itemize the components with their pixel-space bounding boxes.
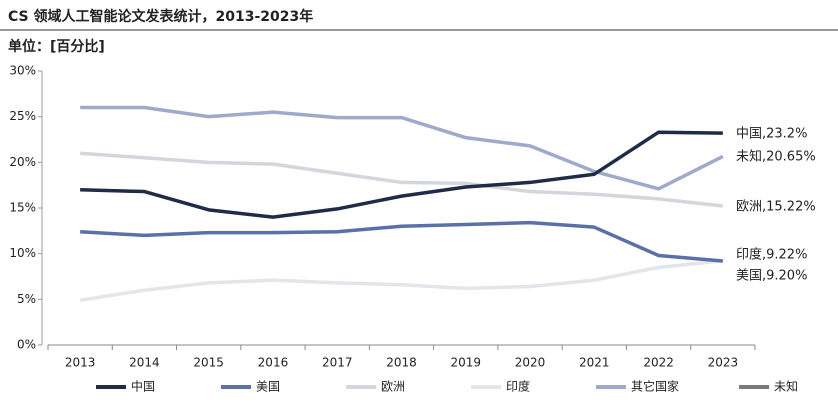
x-tick-label: 2016 <box>258 356 289 370</box>
chart-title: CS 领域人工智能论文发表统计，2013-2023年 <box>8 8 313 25</box>
legend-label: 印度 <box>506 379 530 394</box>
series-line <box>80 130 723 219</box>
series-line <box>80 220 724 263</box>
legend-label: 欧洲 <box>381 380 405 394</box>
x-tick-label: 2018 <box>386 356 417 370</box>
x-tick-label: 2020 <box>515 356 546 370</box>
end-label: 印度,9.22% <box>736 247 807 263</box>
x-tick-label: 2021 <box>579 356 610 370</box>
end-label: 欧洲,15.22% <box>736 200 816 215</box>
legend-label: 未知 <box>774 380 798 394</box>
y-tick-label: 0% <box>17 338 36 352</box>
y-tick-label: 5% <box>17 292 36 306</box>
y-tick-label: 10% <box>9 246 36 260</box>
x-tick-label: 2022 <box>643 356 674 370</box>
series-line <box>80 151 724 208</box>
y-tick-label: 15% <box>9 201 36 215</box>
y-tick-label: 20% <box>9 155 36 169</box>
end-label: 美国,9.20% <box>736 269 807 284</box>
x-tick-label: 2014 <box>129 356 160 370</box>
x-tick-label: 2013 <box>65 356 96 370</box>
end-label: 中国,23.2% <box>736 127 807 142</box>
subtitle: 单位：[百分比] <box>8 38 105 55</box>
y-tick-label: 25% <box>9 109 36 123</box>
legend-label: 中国 <box>131 379 155 394</box>
y-tick-label: 30% <box>9 64 36 78</box>
x-tick-label: 2023 <box>708 356 739 370</box>
x-tick-label: 2017 <box>322 356 353 370</box>
x-tick-label: 2019 <box>450 356 481 370</box>
end-label: 未知,20.65% <box>736 149 816 165</box>
legend-label: 美国 <box>256 380 280 394</box>
legend-label: 其它国家 <box>631 379 679 394</box>
series-line <box>79 259 724 302</box>
series-line <box>80 105 724 191</box>
x-tick-label: 2015 <box>193 356 224 370</box>
